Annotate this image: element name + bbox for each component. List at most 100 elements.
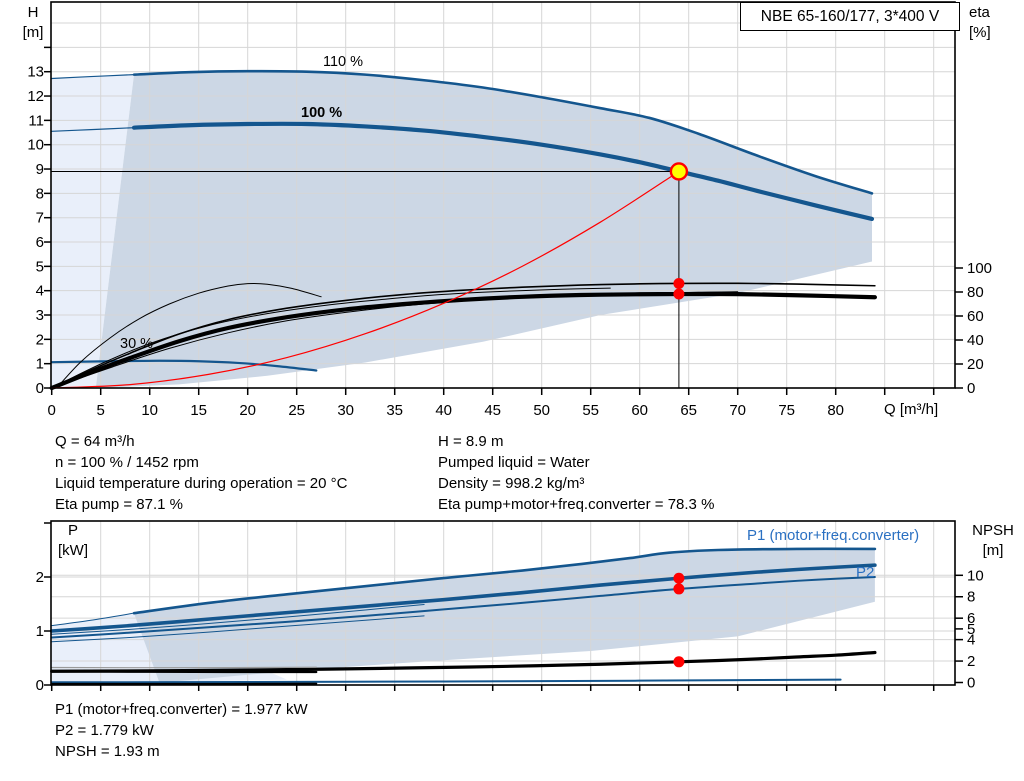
tick-label-right: 2 xyxy=(967,653,975,670)
duty-info-left: Q = 64 m³/h n = 100 % / 1452 rpm Liquid … xyxy=(55,431,347,515)
tick-label-x: 5 xyxy=(97,402,105,419)
p-axis-title-line1: P xyxy=(67,522,78,539)
tick-label-left: 0 xyxy=(36,677,44,694)
power-info: P1 (motor+freq.converter) = 1.977 kW P2 … xyxy=(55,699,308,762)
npsh-point xyxy=(673,656,685,668)
pump-model-title: NBE 65-160/177, 3*400 V xyxy=(740,2,960,31)
p-axis-title-line2: [kW] xyxy=(58,542,88,559)
p-axis-title: P [kW] xyxy=(40,521,106,561)
envelope-dark xyxy=(134,548,875,683)
p1-100-curve xyxy=(49,563,877,633)
tick-label-right: 40 xyxy=(967,332,984,349)
tick-label-left: 11 xyxy=(28,112,44,129)
eta-total-curve xyxy=(49,291,877,391)
h-axis-title: H [m] xyxy=(14,3,52,43)
tick-label-x: 80 xyxy=(827,402,844,419)
speed-100-lead xyxy=(51,127,135,132)
info-line-q: Q = 64 m³/h xyxy=(55,433,135,450)
tick-label-x: 55 xyxy=(582,402,599,419)
tick-label-right: 0 xyxy=(967,675,975,692)
tick-label-right: 8 xyxy=(967,589,975,606)
tick-label-left: 1 xyxy=(36,623,44,640)
tick-label-x: 40 xyxy=(435,402,452,419)
envelope-dark xyxy=(95,71,873,388)
p1-max-lead xyxy=(51,612,135,627)
tick-label-x: 45 xyxy=(484,402,501,419)
operating-point xyxy=(669,162,689,181)
tick-label-right: 0 xyxy=(967,380,975,397)
plot-frame xyxy=(50,1,956,389)
speed-110-lead xyxy=(51,74,135,80)
speed-30-label: 30 % xyxy=(120,336,154,352)
q-axis-title: Q [m³/h] xyxy=(884,401,939,418)
p-family-a xyxy=(51,604,425,635)
envelope-light xyxy=(51,74,135,388)
p1-max-envelope xyxy=(132,547,877,615)
tick-label-left: 4 xyxy=(36,283,44,300)
tick-label-left: 6 xyxy=(36,234,44,251)
tick-label-x: 65 xyxy=(680,402,697,419)
tick-label-left: 1 xyxy=(36,356,44,373)
p2-point xyxy=(673,583,685,595)
info-line-n: n = 100 % / 1452 rpm xyxy=(55,454,199,471)
p1-point xyxy=(673,572,685,584)
info-line-npsh: NPSH = 1.93 m xyxy=(55,743,160,760)
p-family-b xyxy=(51,615,425,643)
tick-label-right: 6 xyxy=(967,610,975,627)
npsh-axis-title-line2: [m] xyxy=(982,542,1004,559)
tick-label-x: 60 xyxy=(631,402,648,419)
p1-curve-label: P1 (motor+freq.converter) xyxy=(747,527,920,544)
tick-label-right: 4 xyxy=(967,632,975,649)
system-curve xyxy=(51,170,680,389)
tick-label-x: 0 xyxy=(48,402,56,419)
npsh-axis-title-line1: NPSH xyxy=(972,522,1014,539)
info-line-p1: P1 (motor+freq.converter) = 1.977 kW xyxy=(55,701,308,718)
tick-label-left: 12 xyxy=(27,88,44,105)
p2-curve-label: P2 xyxy=(856,564,875,581)
h-axis-title-line2: [m] xyxy=(22,24,44,41)
tick-label-x: 20 xyxy=(239,402,256,419)
tick-label-left: 2 xyxy=(36,331,44,348)
npsh-axis-title: NPSH [m] xyxy=(964,521,1022,561)
tick-label-right: 5 xyxy=(967,621,975,638)
speed-100-curve xyxy=(131,121,875,222)
tick-label-x: 35 xyxy=(386,402,403,419)
npsh-curve xyxy=(50,650,877,673)
tick-label-left: 2 xyxy=(36,569,44,586)
p2-curve xyxy=(50,576,876,639)
eta-total-point xyxy=(673,288,685,300)
info-line-liquid: Pumped liquid = Water xyxy=(438,454,590,471)
tick-label-left: 8 xyxy=(36,185,44,202)
info-line-temp: Liquid temperature during operation = 20… xyxy=(55,475,348,492)
info-line-p2: P2 = 1.779 kW xyxy=(55,722,154,739)
duty-info-right: H = 8.9 m Pumped liquid = Water Density … xyxy=(438,431,714,515)
eta-axis-title-line2: [%] xyxy=(969,24,991,41)
tick-label-x: 25 xyxy=(288,402,305,419)
eta-family-a xyxy=(51,287,611,389)
tick-label-left: 5 xyxy=(36,258,44,275)
eta-family-b xyxy=(51,291,739,389)
info-line-h: H = 8.9 m xyxy=(438,433,504,450)
tick-label-x: 30 xyxy=(337,402,354,419)
p-low-blue xyxy=(50,678,842,684)
tick-label-left: 10 xyxy=(27,137,44,154)
eta-axis-title-line1: eta xyxy=(969,4,990,21)
info-line-density: Density = 998.2 kg/m³ xyxy=(438,475,585,492)
tick-label-right: 20 xyxy=(967,356,984,373)
tick-label-right: 100 xyxy=(967,260,992,277)
h-axis-title-line1: H xyxy=(27,4,39,21)
tick-label-x: 50 xyxy=(533,402,550,419)
tick-label-x: 10 xyxy=(141,402,158,419)
tick-label-right: 10 xyxy=(967,567,984,584)
tick-label-x: 15 xyxy=(190,402,207,419)
tick-label-right: 80 xyxy=(967,284,984,301)
eta-pump-point xyxy=(673,277,685,289)
tick-label-left: 9 xyxy=(36,161,44,178)
speed-110-label: 110 % xyxy=(323,54,364,70)
eta-axis-title: eta [%] xyxy=(969,3,991,43)
tick-label-x: 70 xyxy=(729,402,746,419)
tick-label-left: 3 xyxy=(36,307,44,324)
info-line-eta-total: Eta pump+motor+freq.converter = 78.3 % xyxy=(438,496,715,513)
